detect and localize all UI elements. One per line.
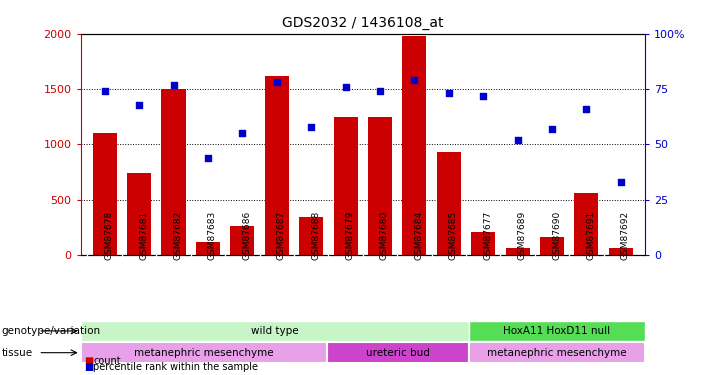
Point	[271, 80, 283, 86]
Bar	[196, 242, 220, 255]
Point	[615, 179, 627, 185]
Bar	[505, 248, 530, 255]
Point	[133, 102, 144, 108]
Bar	[402, 36, 426, 255]
Point	[581, 106, 592, 112]
Bar	[574, 193, 599, 255]
Text: GSM87684: GSM87684	[414, 211, 423, 260]
Point	[409, 77, 420, 83]
Text: GSM87681: GSM87681	[139, 211, 148, 260]
Point	[203, 154, 214, 160]
Bar	[334, 117, 358, 255]
Text: wild type: wild type	[251, 326, 299, 336]
Bar	[161, 89, 186, 255]
Bar	[368, 117, 392, 255]
Bar	[608, 248, 633, 255]
Point	[168, 82, 179, 88]
Text: GSM87687: GSM87687	[277, 211, 286, 260]
Point	[237, 130, 248, 136]
Text: ■: ■	[84, 362, 93, 372]
Text: GSM87685: GSM87685	[449, 211, 458, 260]
Bar	[468, 321, 645, 341]
Bar	[327, 342, 468, 363]
Text: GSM87690: GSM87690	[552, 211, 561, 260]
Text: genotype/variation: genotype/variation	[1, 326, 100, 336]
Title: GDS2032 / 1436108_at: GDS2032 / 1436108_at	[282, 16, 444, 30]
Text: GSM87691: GSM87691	[587, 211, 595, 260]
Point	[374, 88, 386, 94]
Text: GSM87683: GSM87683	[208, 211, 217, 260]
Text: GSM87692: GSM87692	[621, 211, 629, 260]
Bar	[540, 237, 564, 255]
Point	[306, 124, 317, 130]
Text: GSM87679: GSM87679	[346, 211, 355, 260]
Text: percentile rank within the sample: percentile rank within the sample	[93, 362, 258, 372]
Bar	[127, 173, 151, 255]
Text: count: count	[93, 356, 121, 366]
Text: ureteric bud: ureteric bud	[366, 348, 430, 358]
Bar	[299, 217, 323, 255]
Text: tissue: tissue	[1, 348, 32, 358]
Text: GSM87688: GSM87688	[311, 211, 320, 260]
Bar	[93, 133, 117, 255]
Text: ■: ■	[84, 356, 93, 366]
Text: GSM87682: GSM87682	[174, 211, 182, 260]
Point	[99, 88, 110, 94]
Bar	[265, 76, 289, 255]
Text: GSM87680: GSM87680	[380, 211, 389, 260]
Bar	[437, 152, 461, 255]
Bar	[231, 226, 254, 255]
Point	[477, 93, 489, 99]
Text: GSM87686: GSM87686	[243, 211, 252, 260]
Bar	[471, 232, 495, 255]
Text: GSM87689: GSM87689	[517, 211, 526, 260]
Point	[443, 90, 454, 96]
Point	[546, 126, 557, 132]
Point	[512, 137, 523, 143]
Bar	[81, 342, 327, 363]
Text: GSM87677: GSM87677	[483, 211, 492, 260]
Point	[340, 84, 351, 90]
Text: metanephric mesenchyme: metanephric mesenchyme	[487, 348, 627, 358]
Text: HoxA11 HoxD11 null: HoxA11 HoxD11 null	[503, 326, 611, 336]
Bar	[468, 342, 645, 363]
Bar	[81, 321, 468, 341]
Text: GSM87678: GSM87678	[104, 211, 114, 260]
Text: metanephric mesenchyme: metanephric mesenchyme	[135, 348, 274, 358]
